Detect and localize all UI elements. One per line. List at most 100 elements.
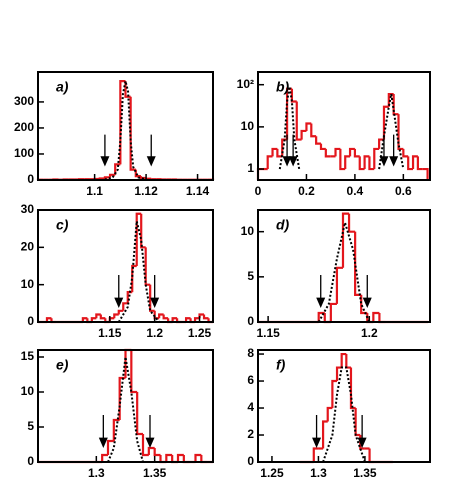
histogram-bin bbox=[321, 420, 328, 449]
histogram-bin bbox=[139, 176, 147, 180]
histogram-bin bbox=[101, 453, 108, 462]
histogram-bin bbox=[341, 212, 350, 268]
y-tick-label: 1 bbox=[247, 161, 254, 175]
x-tick-label: 0.4 bbox=[347, 184, 364, 198]
frame bbox=[257, 209, 431, 323]
histogram-bin bbox=[312, 447, 319, 462]
arrow bbox=[146, 134, 156, 167]
histogram-bin bbox=[411, 155, 418, 170]
histogram-bin bbox=[345, 354, 351, 369]
histogram-bin bbox=[114, 163, 121, 175]
histogram-bin bbox=[348, 147, 355, 157]
arrow bbox=[316, 274, 326, 308]
panel: 1.1 1.12 1.14 0 100 200 300 a) bbox=[14, 71, 215, 198]
arrow bbox=[379, 134, 389, 167]
histogram-bin bbox=[310, 123, 317, 138]
y-tick-label: 5 bbox=[27, 419, 34, 433]
histogram-bin bbox=[300, 129, 307, 140]
histogram-bin bbox=[319, 143, 326, 151]
arrow bbox=[100, 134, 110, 167]
y-tick-label: 10² bbox=[237, 77, 254, 91]
x-tick-label: 0 bbox=[255, 184, 262, 198]
y-tick-label: 10 bbox=[241, 224, 255, 238]
histogram-bin bbox=[363, 155, 370, 170]
y-tick-label: 10 bbox=[21, 384, 35, 398]
y-tick-label: 0 bbox=[27, 314, 34, 328]
histogram-bin bbox=[81, 317, 88, 322]
panel-label: e) bbox=[56, 357, 69, 373]
histogram-bin bbox=[378, 138, 384, 149]
y-tick-label: 4 bbox=[247, 400, 254, 414]
arrow bbox=[389, 134, 399, 167]
frame bbox=[37, 209, 214, 323]
histogram-bin bbox=[354, 408, 361, 437]
panel: 1.3 1.35 0 5 10 15 e) bbox=[21, 348, 214, 480]
histogram-bin bbox=[372, 311, 380, 322]
histogram-bin bbox=[416, 156, 423, 171]
y-tick-label: 0 bbox=[247, 314, 254, 328]
fit-curve bbox=[317, 218, 371, 323]
histogram-bin bbox=[144, 177, 152, 180]
histogram-bin bbox=[158, 313, 164, 319]
histogram-bin bbox=[329, 302, 337, 322]
histogram-bin bbox=[344, 155, 351, 170]
histogram-bin bbox=[331, 379, 338, 409]
panel-label: c) bbox=[56, 217, 69, 233]
histogram-bin bbox=[98, 177, 105, 180]
x-tick-label: 1.25 bbox=[188, 326, 212, 340]
x-tick-label: 1.35 bbox=[143, 466, 167, 480]
fit-curve bbox=[104, 80, 147, 181]
histogram-bin bbox=[358, 156, 365, 171]
histogram-bin bbox=[407, 156, 414, 171]
histogram-bin bbox=[126, 291, 133, 304]
histogram-bin bbox=[353, 148, 360, 158]
histogram-bin bbox=[271, 147, 278, 157]
histogram-bin bbox=[422, 167, 429, 180]
histogram-bin bbox=[324, 148, 331, 158]
x-tick-label: 1.3 bbox=[88, 466, 105, 480]
histogram-bin bbox=[147, 446, 155, 455]
histogram-bin bbox=[99, 314, 106, 320]
histogram-bin bbox=[108, 173, 116, 178]
panel: 0 0.2 0.4 0.6 1 10 10² b) bbox=[237, 71, 431, 198]
histogram-bin bbox=[373, 147, 380, 170]
histogram-bin bbox=[122, 302, 128, 311]
histogram-bin bbox=[202, 314, 209, 320]
histogram-bin bbox=[397, 114, 404, 151]
arrow bbox=[357, 414, 367, 448]
histogram-bin bbox=[112, 418, 120, 441]
histogram-bin bbox=[335, 366, 342, 382]
x-tick-label: 1.2 bbox=[146, 326, 163, 340]
histogram-bin bbox=[295, 101, 302, 141]
histogram-bin bbox=[135, 212, 142, 266]
histogram-bin bbox=[130, 350, 138, 394]
y-tick-label: 200 bbox=[14, 120, 34, 134]
frame bbox=[257, 349, 431, 463]
histogram-bin bbox=[368, 448, 375, 464]
histogram-bin bbox=[95, 313, 101, 319]
panel: 1.25 1.3 1.35 0 2 4 6 8 f) bbox=[247, 346, 431, 480]
panel: 1.15 1.2 1.25 0 10 20 30 c) bbox=[21, 202, 214, 340]
histogram-bin bbox=[176, 453, 184, 462]
frame bbox=[37, 349, 214, 463]
y-tick-label: 6 bbox=[247, 373, 254, 387]
x-tick-label: 1.15 bbox=[98, 326, 122, 340]
x-tick-label: 1.12 bbox=[134, 184, 158, 198]
histogram-bin bbox=[165, 453, 173, 462]
y-tick-label: 5 bbox=[247, 269, 254, 283]
frame bbox=[257, 71, 431, 181]
histogram-bin bbox=[141, 434, 149, 457]
histogram-bin bbox=[162, 314, 169, 320]
histogram-bin bbox=[134, 169, 141, 178]
arrow bbox=[145, 414, 155, 448]
arrow bbox=[282, 134, 292, 167]
histogram-bin bbox=[45, 317, 52, 322]
histogram-bin bbox=[119, 80, 126, 165]
panel-label: d) bbox=[276, 217, 290, 233]
histogram-bin bbox=[200, 455, 208, 464]
histogram-bin bbox=[266, 155, 273, 170]
y-tick-label: 10 bbox=[21, 277, 35, 291]
histogram-bin bbox=[326, 406, 333, 422]
histogram-bin bbox=[290, 88, 297, 103]
